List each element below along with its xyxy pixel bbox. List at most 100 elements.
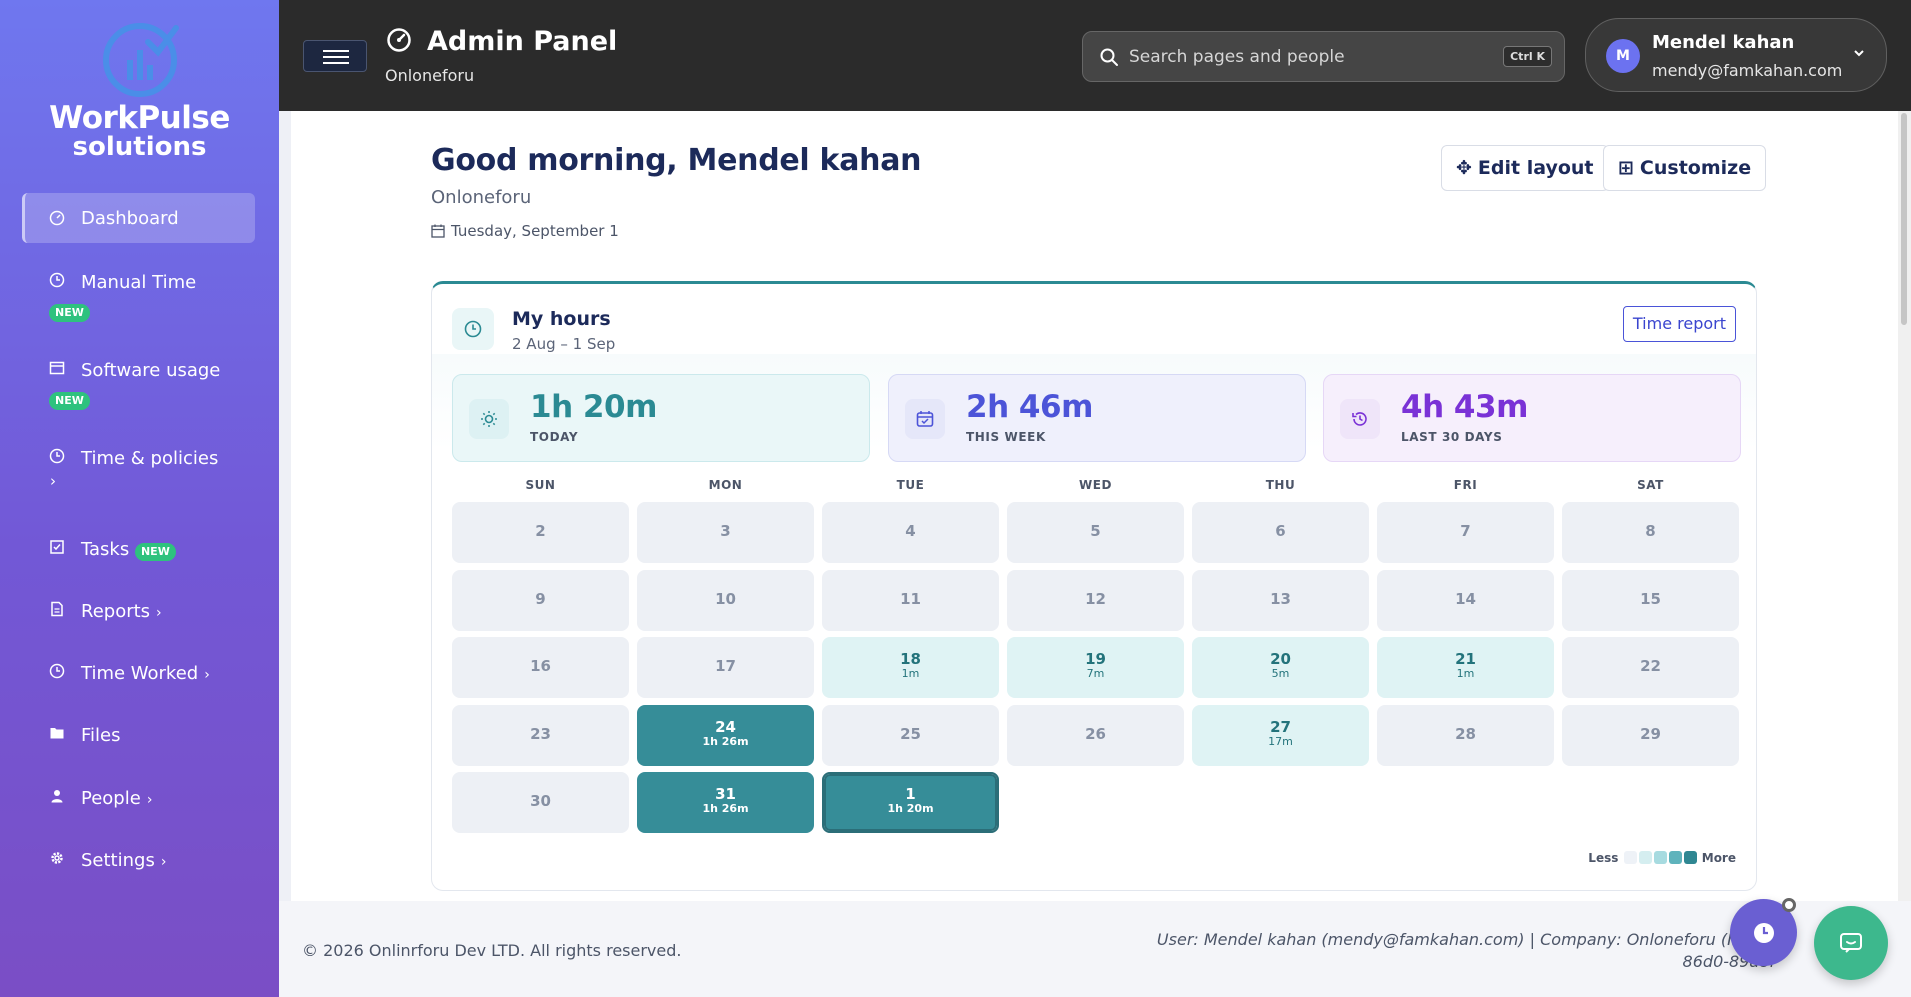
calendar-day[interactable]: 25 xyxy=(822,704,999,766)
sidebar-item-label: Software usage xyxy=(81,360,221,381)
search-bar[interactable]: Ctrl K xyxy=(1082,31,1565,82)
clock-icon xyxy=(49,272,65,288)
stat-caption: LAST 30 DAYS xyxy=(1401,430,1503,444)
day-number: 11 xyxy=(900,589,921,608)
calendar-day[interactable]: 10 xyxy=(637,569,814,631)
calendar-day[interactable]: 6 xyxy=(1192,502,1369,563)
sidebar-item-label: Time & policies xyxy=(81,448,219,469)
session-info: User: Mendel kahan (mendy@famkahan.com) … xyxy=(1156,930,1775,971)
calendar-day[interactable]: 5 xyxy=(1007,502,1184,563)
day-number: 18 xyxy=(900,650,921,668)
calendar-day[interactable]: 4 xyxy=(822,502,999,563)
sidebar-item-label: Dashboard xyxy=(81,208,179,229)
calendar-day[interactable]: 19 7m xyxy=(1007,637,1184,698)
sidebar-item-files[interactable]: Files xyxy=(22,725,255,755)
top-bar: Admin Panel Onloneforu Ctrl K M Mendel k… xyxy=(279,0,1911,111)
calendar-day[interactable]: 20 5m xyxy=(1192,637,1369,698)
sidebar-item-time-policies[interactable]: Time & policies › xyxy=(22,448,255,508)
window-icon xyxy=(49,361,65,375)
calendar-day[interactable]: 27 17m xyxy=(1192,704,1369,766)
speedometer-icon xyxy=(387,28,411,52)
day-hours: 17m xyxy=(1268,734,1293,748)
calendar-day[interactable]: 17 xyxy=(637,637,814,698)
stat-tile-last-30-days: 4h 43m LAST 30 DAYS xyxy=(1323,374,1741,462)
calendar-day[interactable]: 24 1h 26m xyxy=(637,704,814,766)
day-number: 6 xyxy=(1275,522,1286,540)
card-title: My hours xyxy=(512,308,611,330)
calendar-day[interactable]: 13 xyxy=(1192,569,1369,631)
chat-button[interactable] xyxy=(1814,906,1888,980)
day-number: 21 xyxy=(1455,650,1476,668)
day-number: 5 xyxy=(1090,522,1101,540)
day-hours: 1m xyxy=(901,667,920,680)
calendar-day[interactable]: 7 xyxy=(1377,502,1554,563)
day-number: 29 xyxy=(1640,724,1661,743)
calendar-day[interactable]: 28 xyxy=(1377,704,1554,766)
day-hours: 5m xyxy=(1271,667,1290,680)
chat-icon xyxy=(1840,933,1862,953)
brand-tagline: solutions xyxy=(72,132,207,162)
calendar-day[interactable]: 12 xyxy=(1007,569,1184,631)
day-number: 8 xyxy=(1645,522,1656,540)
card-icon xyxy=(452,308,494,350)
time-report-button[interactable]: Time report xyxy=(1622,306,1736,342)
hamburger-menu-button[interactable] xyxy=(303,40,367,72)
calendar-day[interactable]: 22 xyxy=(1562,637,1739,698)
customize-button[interactable]: ⊞ Customize xyxy=(1603,145,1767,191)
search-input[interactable] xyxy=(1129,42,1489,72)
calendar-day[interactable]: 9 xyxy=(452,569,629,631)
user-menu[interactable]: M Mendel kahan mendy@famkahan.com xyxy=(1585,18,1887,92)
weekday-header: FRI xyxy=(1453,478,1478,492)
calendar-day[interactable]: 1 1h 20m xyxy=(822,772,999,833)
scrollbar[interactable] xyxy=(1898,111,1911,901)
calendar-day[interactable]: 16 xyxy=(452,637,629,698)
sidebar-item-tasks[interactable]: Tasks NEW xyxy=(22,539,255,569)
day-number: 14 xyxy=(1455,589,1476,608)
weekday-header: THU xyxy=(1265,478,1296,492)
legend-swatch xyxy=(1638,851,1652,864)
sidebar-item-reports[interactable]: Reports › xyxy=(22,601,255,631)
sidebar-item-time-worked[interactable]: Time Worked › xyxy=(22,663,255,693)
edit-layout-button[interactable]: ✥ Edit layout xyxy=(1441,145,1609,191)
chevron-right-icon: › xyxy=(160,854,167,870)
sidebar-item-people[interactable]: People › xyxy=(22,788,255,818)
current-date: Tuesday, September 1 xyxy=(431,222,619,240)
calendar-day[interactable]: 11 xyxy=(822,569,999,631)
calendar-day[interactable]: 30 xyxy=(452,772,629,833)
search-icon xyxy=(1100,48,1118,66)
legend-swatch xyxy=(1683,851,1697,864)
stat-value: 2h 46m xyxy=(966,389,1093,425)
grid-icon: ⊞ xyxy=(1618,157,1634,179)
brand-logo[interactable]: WorkPulse solutions xyxy=(0,20,279,160)
sidebar-item-label: Settings xyxy=(81,850,155,871)
speedometer-icon xyxy=(49,210,65,226)
calendar-day[interactable]: 3 xyxy=(637,502,814,563)
day-number: 22 xyxy=(1640,657,1661,675)
day-number: 26 xyxy=(1085,724,1106,743)
calendar-day[interactable]: 29 xyxy=(1562,704,1739,766)
heatmap-legend: Less More xyxy=(1588,851,1736,865)
sidebar-item-manual-time[interactable]: Manual Time NEW xyxy=(22,272,255,332)
day-number: 15 xyxy=(1640,589,1661,608)
sidebar-item-software-usage[interactable]: Software usage NEW xyxy=(22,360,255,420)
day-number: 23 xyxy=(530,724,551,743)
calendar-day[interactable]: 14 xyxy=(1377,569,1554,631)
calendar-day[interactable]: 23 xyxy=(452,704,629,766)
day-number: 24 xyxy=(715,717,736,736)
sidebar-item-settings[interactable]: Settings › xyxy=(22,850,255,880)
calendar-icon xyxy=(905,399,945,439)
calendar-day[interactable]: 15 xyxy=(1562,569,1739,631)
calendar-day[interactable]: 31 1h 26m xyxy=(637,772,814,833)
sidebar-item-dashboard[interactable]: Dashboard xyxy=(22,193,255,243)
app-subtitle: Onloneforu xyxy=(385,66,475,85)
stat-tile-this-week: 2h 46m THIS WEEK xyxy=(888,374,1306,462)
calendar-day[interactable]: 18 1m xyxy=(822,637,999,698)
day-number: 28 xyxy=(1455,724,1476,743)
calendar-day[interactable]: 26 xyxy=(1007,704,1184,766)
weekday-header: SUN xyxy=(525,478,556,492)
day-number: 31 xyxy=(715,785,736,803)
calendar-day[interactable]: 2 xyxy=(452,502,629,563)
calendar-day[interactable]: 8 xyxy=(1562,502,1739,563)
calendar-day[interactable]: 21 1m xyxy=(1377,637,1554,698)
stat-value: 1h 20m xyxy=(530,389,657,425)
